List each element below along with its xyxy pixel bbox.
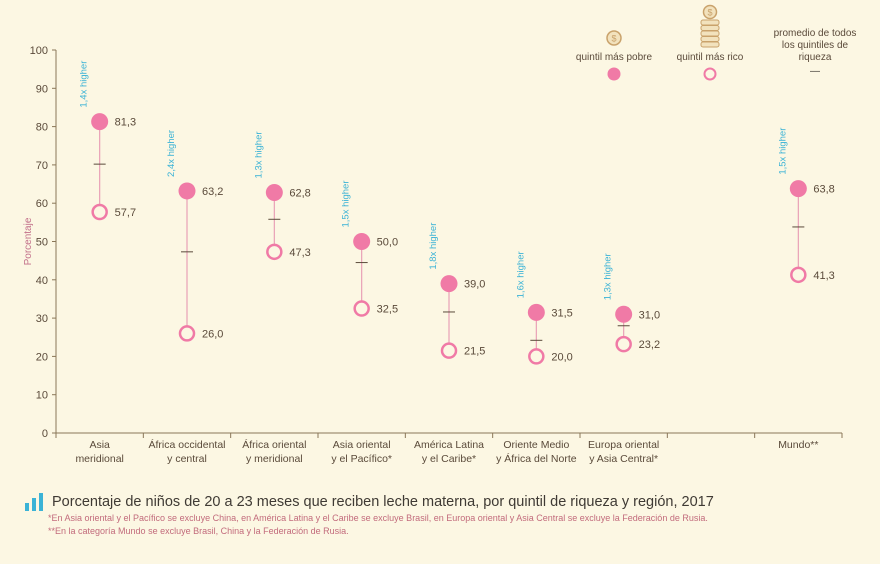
richest-value-label: 23,2 xyxy=(639,339,660,351)
richest-quintile-dot xyxy=(266,243,283,261)
legend-poorest: quintil más pobre xyxy=(566,52,662,64)
richest-quintile-dot xyxy=(528,348,545,365)
legend-average-line2: los quintiles de xyxy=(781,40,849,51)
ratio-label: 1,3x higher xyxy=(253,131,264,178)
x-category-label: Asia xyxy=(89,439,110,451)
x-category-label: y meridional xyxy=(246,453,303,465)
legend-average: promedio de todos los quintiles de rique… xyxy=(756,28,874,78)
footnote-1: *En Asia oriental y el Pacífico se exclu… xyxy=(48,513,708,523)
poorest-value-label: 62,8 xyxy=(289,187,310,199)
single-coin-icon: $ xyxy=(606,30,622,46)
richest-quintile-dot xyxy=(615,335,632,353)
y-tick-label: 0 xyxy=(42,428,48,440)
ratio-label: 1,5x higher xyxy=(341,180,352,227)
legend-richest-label: quintil más rico xyxy=(676,52,744,63)
poorest-quintile-dot xyxy=(353,233,371,250)
legend-richest-dot xyxy=(703,67,717,81)
poorest-quintile-dot xyxy=(527,303,545,321)
poorest-value-label: 63,8 xyxy=(813,184,834,196)
x-category-label: África occidental xyxy=(148,438,225,451)
legend-average-line1: promedio de todos xyxy=(773,28,857,39)
x-category-label: meridional xyxy=(75,453,123,465)
y-tick-label: 60 xyxy=(36,198,48,210)
x-category-label: Oriente Medio xyxy=(503,439,569,451)
legend-average-symbol: — xyxy=(810,66,820,77)
x-category-label: Asia oriental xyxy=(333,439,391,451)
poorest-quintile-dot xyxy=(91,113,109,131)
richest-value-label: 47,3 xyxy=(289,247,310,259)
x-category-label: y el Pacífico* xyxy=(331,453,392,465)
bar-chart-icon xyxy=(25,493,43,511)
poorest-value-label: 31,5 xyxy=(551,307,572,319)
poorest-quintile-dot xyxy=(615,305,633,323)
richest-quintile-dot xyxy=(440,342,458,359)
richest-value-label: 20,0 xyxy=(551,351,572,363)
ratio-label: 1,8x higher xyxy=(428,223,439,270)
x-category-label: Europa oriental xyxy=(588,439,659,451)
richest-value-label: 57,7 xyxy=(115,207,136,219)
svg-text:$: $ xyxy=(611,34,616,44)
ratio-label: 1,5x higher xyxy=(777,128,788,175)
dumbbell-chart: 0 10 20 30 40 50 60 70 80 90 100 Porcentaje Asia meri… xyxy=(23,4,843,465)
y-tick-label: 100 xyxy=(30,45,48,57)
richest-quintile-dot xyxy=(91,203,108,221)
y-tick-label: 80 xyxy=(36,122,48,134)
x-category-label: África oriental xyxy=(242,438,306,451)
legend-richest: quintil más rico xyxy=(662,52,758,64)
y-tick-label: 20 xyxy=(36,351,48,363)
y-tick-label: 70 xyxy=(36,160,48,172)
ratio-label: 2,4x higher xyxy=(166,130,177,177)
legend-average-line3: riqueza xyxy=(798,52,832,63)
richest-quintile-dot xyxy=(178,325,196,342)
y-tick-label: 50 xyxy=(36,237,48,249)
richest-value-label: 41,3 xyxy=(813,270,834,282)
x-category-label: y Asia Central* xyxy=(589,453,658,465)
x-category-label: y África del Norte xyxy=(496,452,577,465)
poorest-value-label: 63,2 xyxy=(202,186,223,198)
y-tick-label: 30 xyxy=(36,313,48,325)
poorest-value-label: 31,0 xyxy=(639,309,660,321)
coin-stack-icon: $ xyxy=(700,4,720,48)
footer-title: Porcentaje de niños de 20 a 23 meses que… xyxy=(52,494,714,510)
y-tick-label: 10 xyxy=(36,390,48,402)
footnote-2: **En la categoría Mundo se excluye Brasi… xyxy=(48,525,349,536)
poorest-value-label: 81,3 xyxy=(115,117,136,129)
richest-quintile-dot xyxy=(790,266,807,284)
svg-text:$: $ xyxy=(707,8,712,18)
legend-poorest-label: quintil más pobre xyxy=(575,52,653,63)
y-tick-label: 90 xyxy=(36,83,48,95)
poorest-value-label: 39,0 xyxy=(464,279,485,291)
richest-value-label: 21,5 xyxy=(464,346,485,358)
y-axis-label: Porcentaje xyxy=(23,217,34,265)
ratio-label: 1,3x higher xyxy=(603,253,614,300)
poorest-value-label: 50,0 xyxy=(377,237,398,249)
poorest-quintile-dot xyxy=(178,182,196,200)
x-category-label: y el Caribe* xyxy=(422,453,476,465)
x-category-label: América Latina xyxy=(414,439,484,451)
poorest-quintile-dot xyxy=(789,180,807,198)
ratio-label: 1,6x higher xyxy=(515,251,526,298)
richest-value-label: 26,0 xyxy=(202,328,223,340)
x-category-label: y central xyxy=(167,453,207,465)
poorest-quintile-dot xyxy=(440,275,458,293)
y-tick-label: 40 xyxy=(36,275,48,287)
ratio-label: 1,4x higher xyxy=(79,61,90,108)
x-category-label: Mundo** xyxy=(778,439,818,451)
richest-value-label: 32,5 xyxy=(377,304,398,316)
poorest-quintile-dot xyxy=(265,183,283,201)
richest-quintile-dot xyxy=(353,300,370,317)
chart-footer: Porcentaje de niños de 20 a 23 meses que… xyxy=(24,492,864,537)
legend-poorest-dot xyxy=(607,67,621,81)
